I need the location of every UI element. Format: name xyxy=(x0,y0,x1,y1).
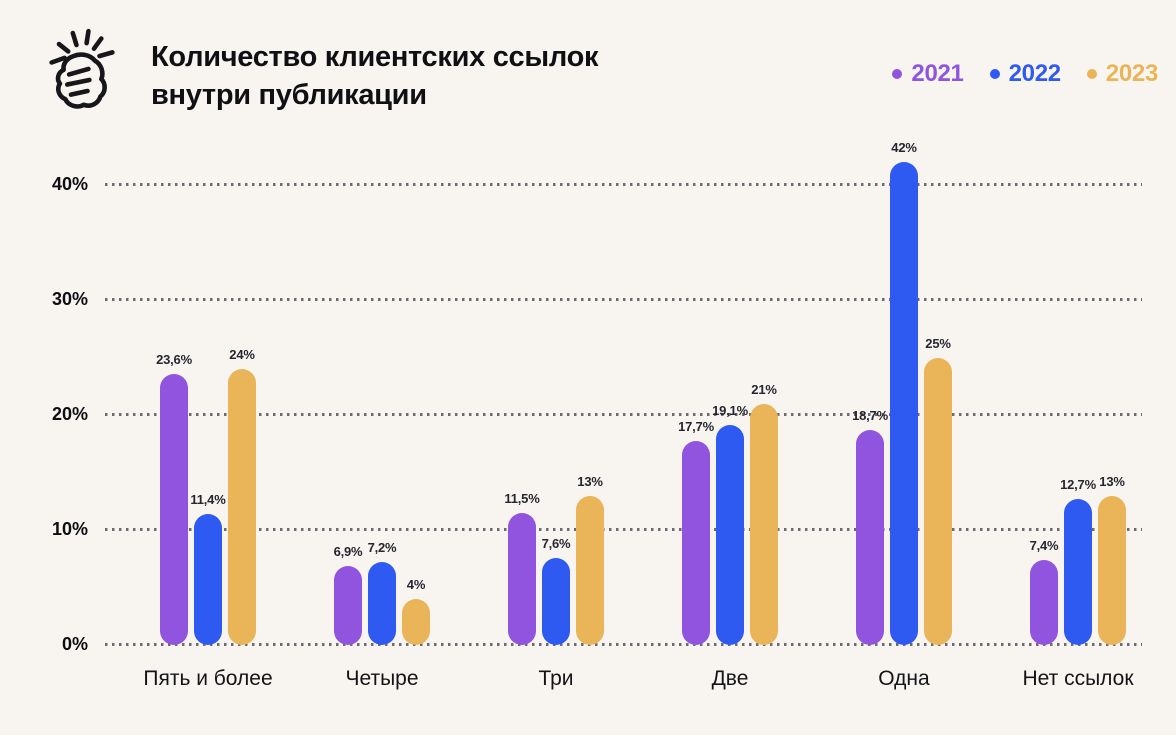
gridline-40 xyxy=(105,183,1142,186)
bar-group-4: 17,7% 19,1% 21% xyxy=(678,382,778,645)
bar-2021: 17,7% xyxy=(678,419,714,645)
bar-2022: 42% xyxy=(890,140,918,645)
bar-value-label: 18,7% xyxy=(852,407,888,423)
bar-group-2: 6,9% 7,2% 4% xyxy=(334,540,430,645)
gridline-20 xyxy=(105,413,1142,416)
bar-value-label: 4% xyxy=(406,577,426,592)
bar-group-6: 7,4% 12,7% 13% xyxy=(1030,474,1126,645)
bar-2022: 19,1% xyxy=(712,403,748,645)
x-axis-label: Три xyxy=(538,667,574,690)
y-axis: 0% 10% 20% 30% 40% xyxy=(0,125,88,654)
bar-value-label: 24% xyxy=(229,347,255,362)
x-axis-label: Пять и более xyxy=(143,667,273,690)
bar-2023: 13% xyxy=(1098,474,1126,645)
bar-2022: 7,2% xyxy=(368,540,397,645)
y-axis-tick-label: 30% xyxy=(51,289,88,309)
bar-2023: 4% xyxy=(402,577,430,645)
bar-value-label: 11,5% xyxy=(504,490,540,506)
bar-value-label: 42% xyxy=(891,140,917,155)
bar-value-label: 13% xyxy=(577,473,603,489)
bar-2023: 24% xyxy=(228,347,256,645)
legend-item-2022: 2022 xyxy=(989,60,1062,88)
bar-value-label: 12,7% xyxy=(1060,476,1096,492)
bar-value-label: 21% xyxy=(751,381,777,397)
bar-value-label: 17,7% xyxy=(678,419,714,435)
bar-value-label: 6,9% xyxy=(333,543,363,559)
bar-2022: 11,4% xyxy=(190,492,226,645)
gridline-30 xyxy=(105,298,1142,301)
x-axis-label: Четыре xyxy=(345,667,419,690)
bar-value-label: 7,6% xyxy=(541,535,571,551)
legend-dot-icon xyxy=(892,69,903,79)
x-axis-label: Две xyxy=(711,667,749,690)
bar-group-1: 23,6% 11,4% 24% xyxy=(156,347,256,645)
legend: 2021 2022 2023 xyxy=(892,60,1158,88)
bar-value-label: 11,4% xyxy=(190,491,226,507)
bar-2021: 7,4% xyxy=(1030,538,1059,645)
bar-2023: 25% xyxy=(924,336,952,645)
plot-area: 23,6% 11,4% 24% Пять и более 6,9% 7,2% 4% Четыр… xyxy=(105,125,1142,690)
bar-2023: 13% xyxy=(576,474,604,645)
legend-label: 2022 xyxy=(1008,60,1062,87)
bar-value-label: 25% xyxy=(925,335,951,351)
snap-fingers-icon xyxy=(49,28,115,109)
y-axis-tick-label: 10% xyxy=(51,519,88,539)
bar-value-label: 19,1% xyxy=(712,403,748,419)
legend-dot-icon xyxy=(1086,69,1097,79)
bar-group-5: 18,7% 42% 25% xyxy=(852,140,952,645)
bar-group-3: 11,5% 7,6% 13% xyxy=(504,474,604,645)
bar-2021: 23,6% xyxy=(156,352,192,645)
bar-value-label: 7,2% xyxy=(367,540,397,556)
y-axis-tick-label: 0% xyxy=(61,634,88,654)
bar-value-label: 13% xyxy=(1099,473,1125,489)
y-axis-tick-label: 40% xyxy=(51,174,88,194)
y-axis-tick-label: 20% xyxy=(51,404,88,424)
legend-item-2023: 2023 xyxy=(1086,60,1159,88)
legend-label: 2023 xyxy=(1105,60,1159,87)
chart-title: Количество клиентских ссылок внутри публ… xyxy=(151,38,599,114)
gridline-0 xyxy=(105,643,1142,646)
legend-label: 2021 xyxy=(911,60,964,87)
chart-title-line1: Количество клиентских ссылок xyxy=(151,41,599,73)
bar-2021: 6,9% xyxy=(334,544,363,645)
bar-value-label: 7,4% xyxy=(1029,537,1059,553)
bar-2022: 7,6% xyxy=(542,536,571,645)
bar-2021: 11,5% xyxy=(504,491,540,645)
bar-2022: 12,7% xyxy=(1060,477,1096,645)
legend-dot-icon xyxy=(989,69,1000,79)
x-axis-label: Нет ссылок xyxy=(1022,667,1134,690)
gridline-10 xyxy=(105,528,1142,531)
chart-area: 0% 10% 20% 30% 40% 23,6% 11,4% 24% Пять и более… xyxy=(0,125,1176,690)
legend-item-2021: 2021 xyxy=(892,60,964,88)
x-axis-label: Одна xyxy=(878,667,930,690)
bar-value-label: 23,6% xyxy=(156,351,192,367)
bar-2023: 21% xyxy=(750,382,778,645)
bar-2021: 18,7% xyxy=(852,408,888,645)
chart-title-line2: внутри публикации xyxy=(151,79,427,111)
